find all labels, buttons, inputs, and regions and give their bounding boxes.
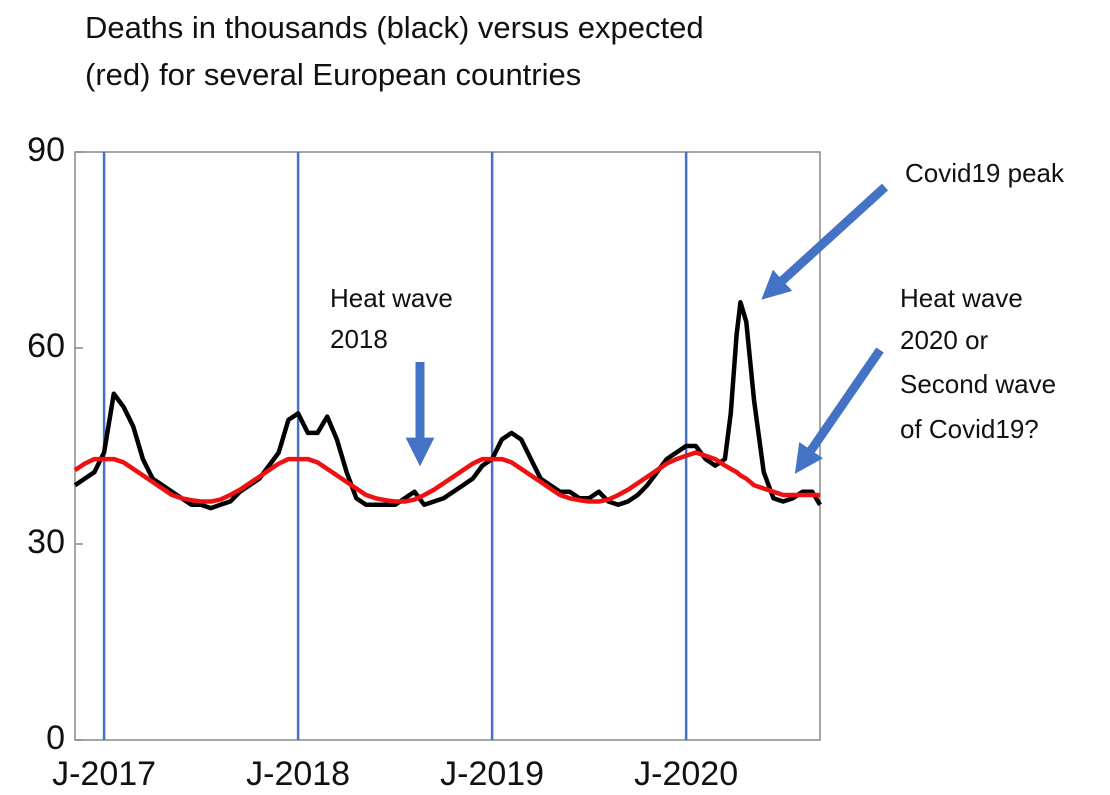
annotation: 2018	[330, 324, 388, 354]
arrow	[761, 183, 889, 300]
annotation: of Covid19?	[900, 414, 1039, 444]
plot-frame	[74, 151, 821, 741]
annotation: Heat wave	[900, 283, 1023, 313]
x-tick-label: J-2019	[440, 755, 544, 793]
annotation: 2020 or	[900, 325, 989, 355]
y-tick-label: 0	[46, 719, 65, 757]
series-line	[73, 300, 822, 511]
y-tick-label: 30	[27, 523, 65, 561]
arrow	[794, 347, 884, 474]
annotation: Covid19 peak	[905, 158, 1065, 188]
annotation: Second wave	[900, 369, 1056, 399]
chart-title: Deaths in thousands (black) versus expec…	[85, 10, 704, 45]
y-tick-label: 60	[27, 327, 65, 365]
x-tick-label: J-2020	[634, 755, 738, 793]
y-tick-label: 90	[27, 131, 65, 169]
annotation: Heat wave	[330, 283, 453, 313]
x-tick-label: J-2017	[52, 755, 156, 793]
x-tick-label: J-2018	[246, 755, 350, 793]
series-line	[73, 450, 820, 504]
chart-title: (red) for several European countries	[85, 57, 581, 92]
plot-area: 0 30 60 90 J-2017 J-2018 J-2019 J-2020	[27, 131, 822, 793]
